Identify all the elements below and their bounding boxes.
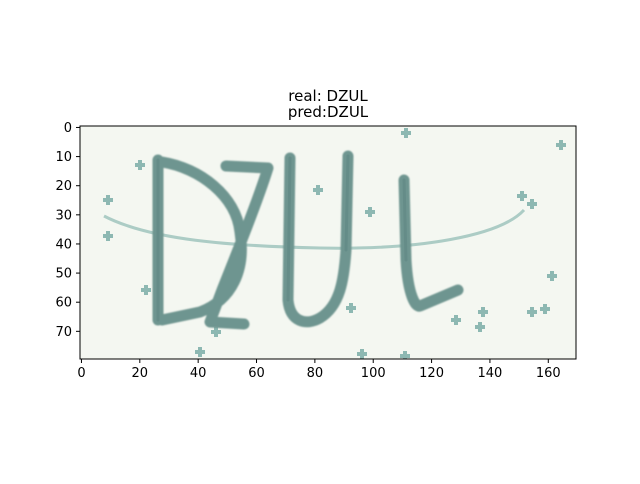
- noise-dot: [451, 315, 461, 325]
- noise-dot: [475, 322, 485, 332]
- captcha-image: [80, 126, 576, 359]
- x-tick-label: 100: [361, 366, 386, 381]
- noise-dot: [517, 191, 527, 201]
- noise-dot: [365, 207, 375, 217]
- noise-dot: [401, 128, 411, 138]
- noise-dot: [357, 349, 367, 359]
- x-tick-label: 80: [307, 366, 324, 381]
- noise-dot: [547, 271, 557, 281]
- noise-dot: [313, 185, 323, 195]
- chart-title: real: DZUL: [288, 87, 368, 105]
- x-tick-label: 40: [190, 366, 207, 381]
- axes-frame: [79, 125, 577, 360]
- noise-dot: [540, 304, 550, 314]
- y-tick-label: 60: [55, 296, 72, 311]
- noise-dot: [346, 303, 356, 313]
- x-axis: 0 20 40 60 80 100 120 140 160: [77, 359, 561, 381]
- noise-dot: [141, 285, 151, 295]
- y-tick-label: 50: [55, 267, 72, 282]
- y-tick-label: 0: [64, 121, 72, 136]
- noise-dot: [211, 327, 221, 337]
- x-tick-label: 160: [536, 366, 561, 381]
- letter-z: [204, 160, 274, 330]
- noise-dot: [400, 351, 410, 359]
- x-tick-label: 140: [478, 366, 503, 381]
- noise-dot: [103, 195, 113, 205]
- letter-u: [282, 150, 354, 328]
- x-tick-label: 120: [419, 366, 444, 381]
- noise-dots: [103, 128, 566, 359]
- y-tick-label: 10: [55, 150, 72, 165]
- captcha-letters-detail: [156, 154, 408, 322]
- noise-dot: [103, 231, 113, 241]
- y-tick-label: 40: [55, 237, 72, 252]
- x-tick-label: 0: [77, 366, 85, 381]
- chart-subtitle: pred:DZUL: [288, 103, 369, 121]
- noise-dot: [135, 160, 145, 170]
- x-tick-label: 60: [248, 366, 265, 381]
- noise-dot: [478, 307, 488, 317]
- noise-dot: [195, 347, 205, 357]
- y-tick-label: 30: [55, 208, 72, 223]
- noise-dot: [556, 140, 566, 150]
- x-tick-label: 20: [132, 366, 149, 381]
- noise-dot: [527, 199, 537, 209]
- y-tick-label: 20: [55, 179, 72, 194]
- y-axis: 0 10 20 30 40 50 60 70: [55, 121, 80, 340]
- noise-dot: [527, 307, 537, 317]
- y-tick-label: 70: [55, 325, 72, 340]
